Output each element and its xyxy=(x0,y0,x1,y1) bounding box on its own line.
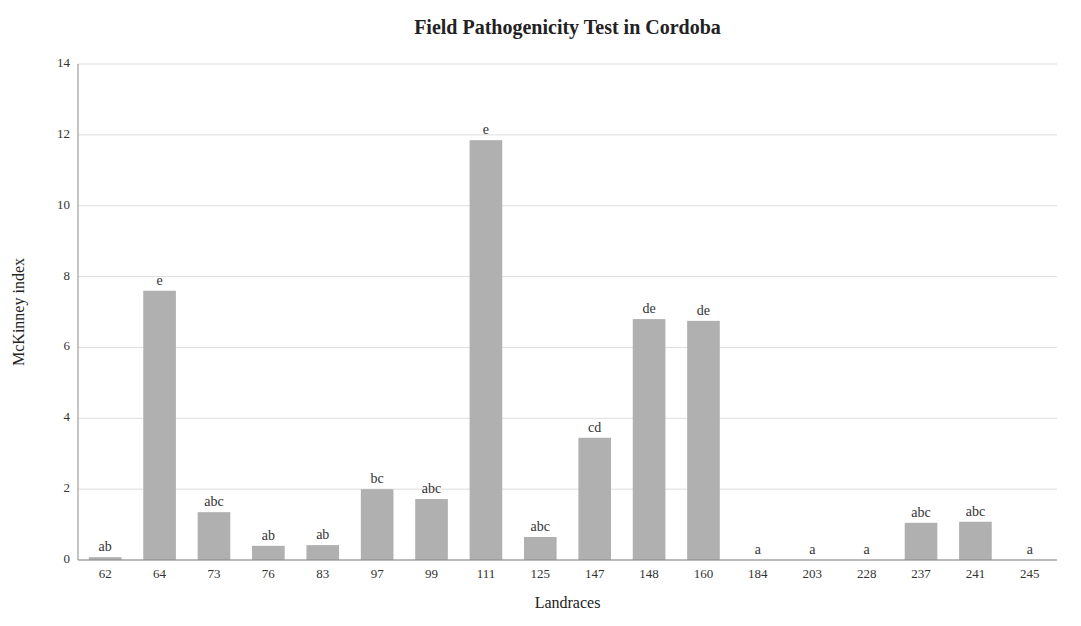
annotation: abc xyxy=(422,481,441,496)
y-tick-label: 8 xyxy=(64,268,71,283)
bar xyxy=(143,291,176,560)
annotation: a xyxy=(1027,542,1034,557)
x-tick-label: 147 xyxy=(585,566,605,581)
annotation: e xyxy=(483,122,489,137)
y-tick-label: 14 xyxy=(57,55,71,70)
annotation: ab xyxy=(262,528,275,543)
x-ticks: 62 64 73 76 83 97 99 111 125 147 148 160 184 203 228 23… xyxy=(99,566,1040,581)
y-ticks: 0 2 4 6 8 10 12 14 xyxy=(57,55,71,566)
x-tick-label: 62 xyxy=(99,566,112,581)
grid-line xyxy=(78,276,1057,277)
x-tick-label: 241 xyxy=(966,566,986,581)
bar xyxy=(252,546,285,560)
x-tick-label: 184 xyxy=(748,566,768,581)
bar xyxy=(198,512,231,560)
y-axis-label: McKinney index xyxy=(10,258,28,366)
bar xyxy=(633,319,666,560)
annotation: abc xyxy=(911,505,930,520)
x-tick-label: 160 xyxy=(694,566,714,581)
annotation: ab xyxy=(99,539,112,554)
bar xyxy=(524,537,557,560)
bar xyxy=(415,499,448,560)
x-tick-label: 125 xyxy=(531,566,551,581)
y-tick-label: 0 xyxy=(64,551,71,566)
annotation: ab xyxy=(316,527,329,542)
annotation: abc xyxy=(204,494,223,509)
x-tick-label: 148 xyxy=(639,566,659,581)
grid-line xyxy=(78,418,1057,419)
annotation: de xyxy=(642,301,655,316)
annotation: a xyxy=(809,542,816,557)
annotation: a xyxy=(864,542,871,557)
x-tick-label: 83 xyxy=(316,566,329,581)
x-tick-label: 64 xyxy=(153,566,167,581)
bar xyxy=(959,522,992,560)
x-axis-line xyxy=(78,560,1057,561)
y-axis-line xyxy=(78,64,79,560)
x-tick-label: 228 xyxy=(857,566,877,581)
bar xyxy=(306,545,339,560)
bar xyxy=(578,438,611,560)
annotation: e xyxy=(156,273,162,288)
y-tick-label: 4 xyxy=(64,409,71,424)
bar xyxy=(687,321,720,560)
grid-line xyxy=(78,205,1057,206)
y-tick-label: 2 xyxy=(64,480,71,495)
bar xyxy=(905,523,938,560)
x-tick-label: 97 xyxy=(371,566,385,581)
grid xyxy=(78,64,1057,560)
x-tick-label: 73 xyxy=(207,566,220,581)
x-tick-label: 245 xyxy=(1020,566,1040,581)
bars xyxy=(89,140,992,560)
x-tick-label: 237 xyxy=(911,566,931,581)
y-tick-label: 6 xyxy=(64,338,71,353)
annotation: abc xyxy=(531,519,550,534)
annotation: a xyxy=(755,542,762,557)
title: Field Pathogenicity Test in Cordoba xyxy=(414,16,721,39)
grid-line xyxy=(78,134,1057,135)
bar xyxy=(470,140,503,560)
grid-line xyxy=(78,489,1057,490)
bar xyxy=(361,489,394,560)
chart: 02468101214abeabcababbcabceabccddedeaaaa… xyxy=(0,0,1081,626)
x-tick-label: 111 xyxy=(477,566,496,581)
x-axis-label: Landraces xyxy=(535,594,601,611)
grid-line xyxy=(78,560,1057,561)
axes xyxy=(78,64,1057,560)
chart-container: 02468101214abeabcababbcabceabccddedeaaaa… xyxy=(0,0,1081,626)
x-tick-label: 76 xyxy=(262,566,276,581)
annotation: de xyxy=(697,303,710,318)
y-tick-label: 12 xyxy=(57,126,70,141)
y-tick-label: 10 xyxy=(57,197,70,212)
annotation: bc xyxy=(371,471,384,486)
grid-line xyxy=(78,64,1057,65)
annotation: cd xyxy=(588,420,601,435)
x-tick-label: 203 xyxy=(803,566,823,581)
x-tick-label: 99 xyxy=(425,566,438,581)
grid-line xyxy=(78,347,1057,348)
annotations: ab e abc ab ab bc abc e abc cd de de a a a abc abc a xyxy=(99,122,1034,557)
annotation: abc xyxy=(966,504,985,519)
